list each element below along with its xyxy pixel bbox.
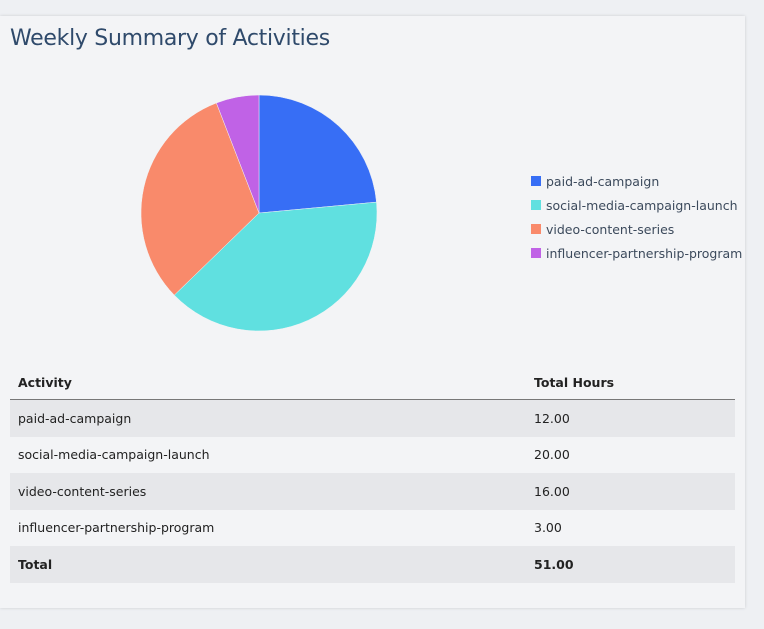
legend-item[interactable]: paid-ad-campaign	[531, 169, 742, 193]
legend-item[interactable]: influencer-partnership-program	[531, 241, 742, 265]
column-header-activity: Activity	[10, 365, 526, 400]
total-value: 51.00	[526, 546, 735, 583]
pie-slice-video-content-series[interactable]	[140, 102, 260, 296]
pie-slice-paid-ad-campaign[interactable]	[258, 94, 377, 214]
table-row: social-media-campaign-launch 20.00	[10, 437, 735, 474]
legend-swatch	[531, 248, 541, 258]
table-header-row: Activity Total Hours	[10, 365, 735, 400]
legend-label: influencer-partnership-program	[546, 245, 743, 261]
activity-cell: influencer-partnership-program	[18, 520, 215, 536]
table-row: paid-ad-campaign 12.00	[10, 399, 735, 437]
pie-chart	[140, 94, 378, 332]
legend-label: paid-ad-campaign	[546, 173, 660, 189]
pie-slice-influencer-partnership-program[interactable]	[216, 94, 260, 214]
legend-swatch	[531, 200, 541, 210]
legend-swatch	[531, 176, 541, 186]
pie-slice-social-media-campaign-launch[interactable]	[173, 201, 378, 332]
page-title: Weekly Summary of Activities	[10, 26, 330, 51]
activity-cell: social-media-campaign-launch	[18, 447, 210, 463]
hours-cell: 12.00	[526, 399, 735, 437]
total-label: Total	[10, 546, 526, 583]
legend-label: video-content-series	[546, 221, 675, 237]
summary-card: Weekly Summary of Activities paid-ad-cam…	[0, 16, 745, 608]
table-row: influencer-partnership-program 3.00	[10, 510, 735, 547]
table-row: video-content-series 16.00	[10, 473, 735, 510]
chart-legend: paid-ad-campaign social-media-campaign-la…	[531, 169, 742, 265]
total-row: Total 51.00	[10, 546, 735, 583]
activity-cell: video-content-series	[10, 473, 526, 510]
legend-item[interactable]: social-media-campaign-launch	[531, 193, 742, 217]
legend-label: social-media-campaign-launch	[546, 197, 738, 213]
hours-cell: 16.00	[526, 473, 735, 510]
hours-cell: 3.00	[534, 520, 562, 536]
activity-table: Activity Total Hours paid-ad-campaign 12.…	[10, 365, 735, 583]
column-header-total-hours: Total Hours	[526, 365, 735, 400]
activity-cell: paid-ad-campaign	[10, 399, 526, 437]
legend-swatch	[531, 224, 541, 234]
legend-item[interactable]: video-content-series	[531, 217, 742, 241]
hours-cell: 20.00	[534, 447, 570, 463]
